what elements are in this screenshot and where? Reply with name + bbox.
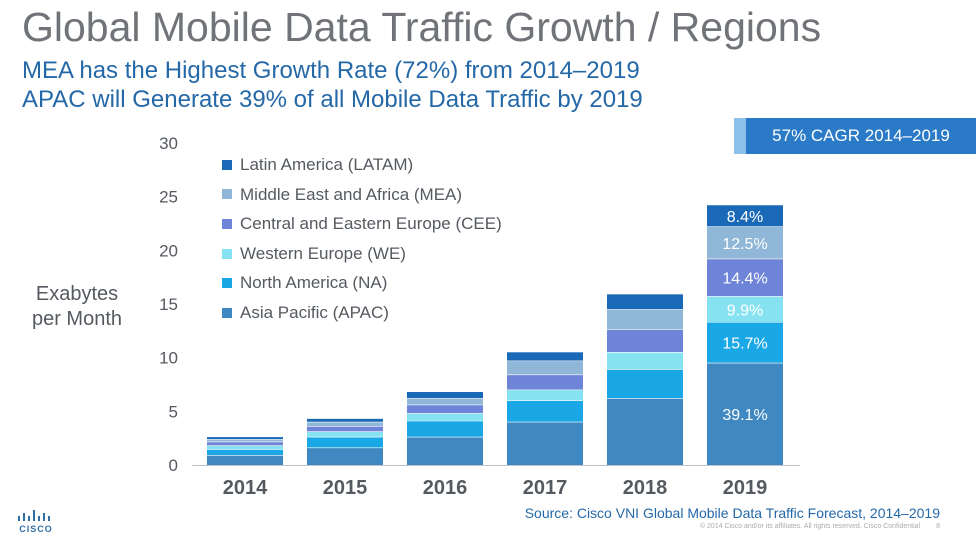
bar-segment	[407, 413, 483, 421]
bar-segment	[407, 437, 483, 465]
bar-segment	[507, 374, 583, 390]
x-tick-label: 2017	[523, 477, 568, 499]
bar-segment	[407, 404, 483, 414]
legend-item: Asia Pacific (APAC)	[222, 298, 502, 328]
copyright-text: © 2014 Cisco and/or its affiliates. All …	[699, 523, 921, 530]
data-label: 9.9%	[727, 302, 763, 319]
bar-segment	[607, 398, 683, 465]
y-axis-label-line-2: per Month	[31, 308, 123, 330]
bar-segment	[207, 455, 283, 465]
cisco-logo-text: CISCO	[19, 524, 53, 534]
data-label: 14.4%	[722, 271, 767, 288]
y-tick-label: 10	[159, 349, 178, 368]
x-tick-label: 2014	[223, 477, 268, 499]
subtitle-line-2: APAC will Generate 39% of all Mobile Dat…	[22, 86, 643, 113]
x-tick-label: 2018	[623, 477, 668, 499]
legend-label: Central and Eastern Europe (CEE)	[240, 214, 502, 234]
bar-segment	[507, 389, 583, 401]
bar-segment	[207, 441, 283, 446]
legend-swatch	[222, 218, 232, 229]
bar-segment	[407, 392, 483, 399]
y-tick-label: 15	[159, 295, 178, 314]
bar-segment	[507, 360, 583, 375]
bar-segment	[307, 426, 383, 432]
cisco-bridge-icon	[18, 510, 50, 521]
legend-item: Middle East and Africa (MEA)	[222, 180, 502, 210]
y-axis-label-line-1: Exabytes	[35, 283, 119, 305]
bar-segment	[307, 422, 383, 427]
legend-label: North America (NA)	[240, 273, 388, 293]
y-axis-label: Exabytes per Month	[16, 282, 138, 332]
bar-segment	[507, 352, 583, 361]
y-tick-label: 0	[169, 456, 178, 475]
y-tick-label: 20	[159, 241, 178, 260]
bar-segment	[307, 418, 383, 423]
subtitle-line-1: MEA has the Highest Growth Rate (72%) fr…	[22, 57, 640, 84]
x-tick-label: 2019	[723, 477, 768, 499]
legend-swatch	[222, 159, 232, 170]
bar-segment	[207, 449, 283, 456]
y-tick-label: 25	[159, 188, 178, 207]
legend-item: North America (NA)	[222, 268, 502, 298]
legend-swatch	[222, 189, 232, 200]
page-title: Global Mobile Data Traffic Growth / Regi…	[22, 4, 822, 50]
data-label: 39.1%	[722, 407, 767, 424]
bar-segment	[707, 296, 783, 323]
legend-label: Middle East and Africa (MEA)	[240, 184, 463, 204]
bar-segment	[607, 294, 683, 310]
legend-item: Latin America (LATAM)	[222, 150, 502, 180]
x-tick-label: 2015	[323, 477, 368, 499]
data-label: 8.4%	[727, 209, 763, 226]
bar-segment	[707, 205, 783, 227]
bar-segment	[207, 445, 283, 450]
bar-segment	[607, 329, 683, 353]
source-note: Source: Cisco VNI Global Mobile Data Tra…	[524, 505, 940, 521]
bar-segment	[607, 352, 683, 370]
bar-segment	[407, 420, 483, 438]
bar-segment	[207, 437, 283, 440]
legend-label: Western Europe (WE)	[240, 243, 406, 263]
page-subtitle: MEA has the Highest Growth Rate (72%) fr…	[22, 56, 643, 114]
legend-swatch	[222, 307, 232, 318]
bar-segment	[607, 309, 683, 330]
bar-segment	[707, 226, 783, 259]
bar-segment	[607, 369, 683, 399]
y-tick-label: 5	[169, 402, 178, 421]
x-tick-label: 2016	[423, 477, 468, 499]
chart-legend: Latin America (LATAM) Middle East and Afr…	[222, 150, 502, 328]
bar-segment	[507, 400, 583, 423]
cagr-badge: 57% CAGR 2014–2019	[734, 118, 976, 154]
data-label: 12.5%	[722, 236, 767, 253]
legend-item: Western Europe (WE)	[222, 239, 502, 269]
bar-segment	[307, 447, 383, 465]
bar-segment	[307, 431, 383, 438]
legend-label: Asia Pacific (APAC)	[240, 302, 389, 322]
bar-segment	[407, 398, 483, 405]
bar-segment	[507, 422, 583, 465]
legend-swatch	[222, 278, 232, 289]
bar-segment	[707, 258, 783, 297]
y-tick-label: 30	[159, 134, 178, 153]
bar-segment	[707, 363, 783, 465]
bar-segment	[207, 439, 283, 442]
page-number: 8	[936, 523, 940, 530]
legend-item: Central and Eastern Europe (CEE)	[222, 209, 502, 239]
legend-label: Latin America (LATAM)	[240, 155, 414, 174]
copyright-note: © 2014 Cisco and/or its affiliates. All …	[700, 523, 940, 530]
bar-segment	[307, 437, 383, 448]
data-label: 15.7%	[722, 336, 767, 353]
cisco-logo: CISCO	[16, 508, 56, 538]
legend-swatch	[222, 248, 232, 259]
bar-segment	[707, 322, 783, 364]
